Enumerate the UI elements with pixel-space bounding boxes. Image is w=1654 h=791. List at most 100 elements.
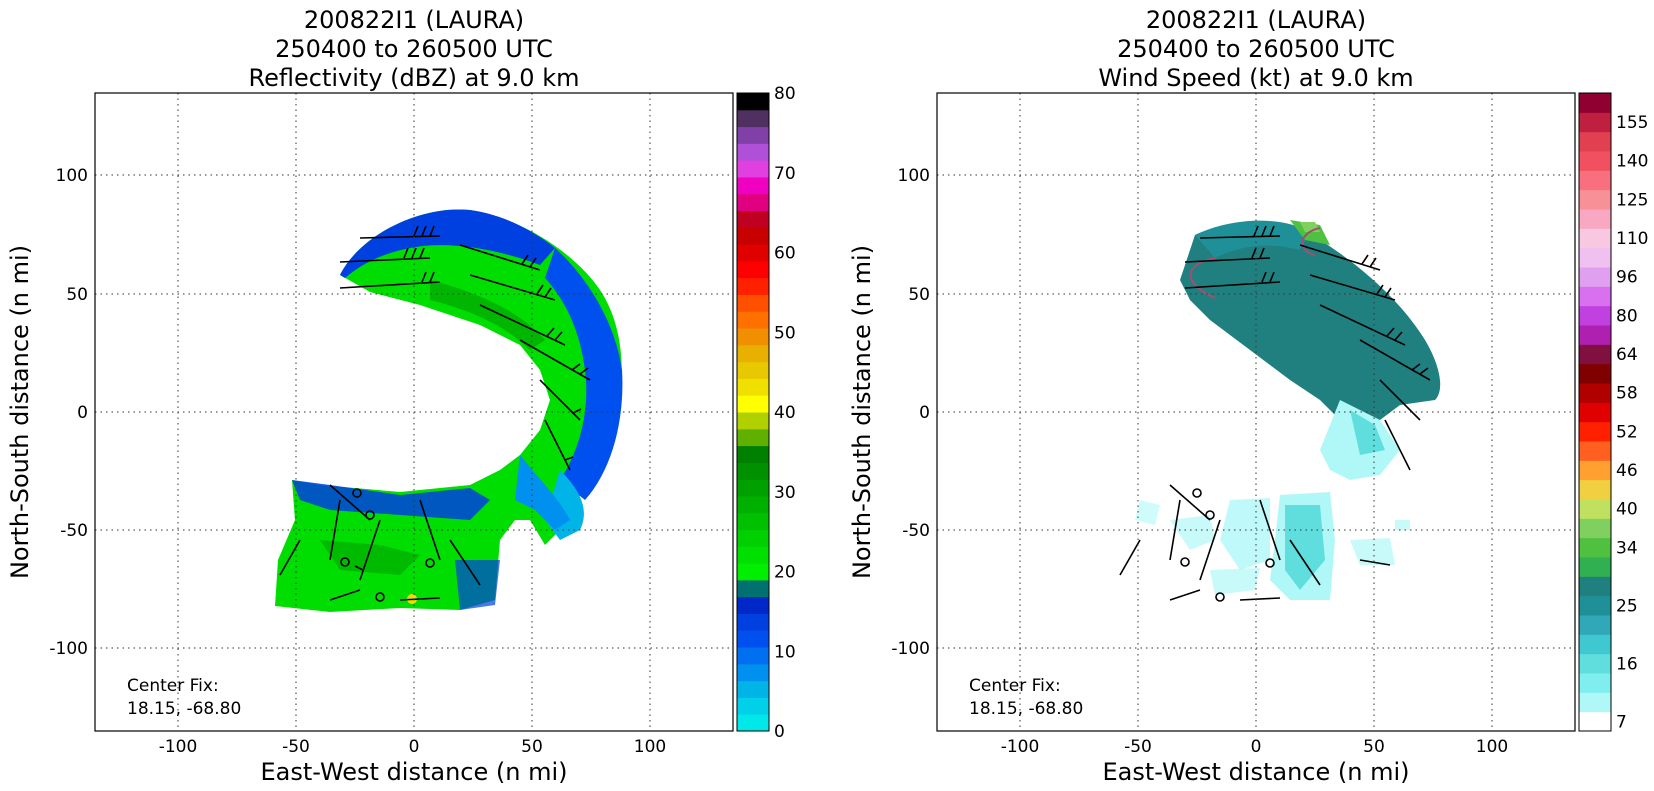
x-tick-label: -100 <box>159 737 198 757</box>
colorbar-swatch <box>737 395 769 413</box>
y-tick-label: 0 <box>77 403 88 423</box>
center-fix-value: 18.15, -68.80 <box>969 699 1083 719</box>
colorbar-swatch <box>737 596 769 614</box>
colorbar-swatch <box>737 143 769 161</box>
colorbar-swatch <box>737 176 769 195</box>
x-tick-label: 100 <box>1476 737 1508 757</box>
colorbar-swatch <box>737 227 769 245</box>
colorbar-tick-label: 0 <box>774 722 785 742</box>
colorbar-swatch <box>1579 228 1611 249</box>
colorbar-swatch <box>737 378 769 396</box>
colorbar-tick-label: 50 <box>774 323 796 343</box>
grid-lines <box>937 93 1575 731</box>
colorbar-swatch <box>1579 576 1611 597</box>
colorbar-swatch <box>1579 170 1611 191</box>
colorbar-swatch <box>1579 402 1611 423</box>
y-tick-label: 100 <box>898 166 930 186</box>
colorbar-tick-label: 155 <box>1616 113 1648 133</box>
colorbar-ticks: 7 16 25 34 40 46 52 58 64 80 96 110 125 140 155 <box>1616 113 1648 732</box>
colorbar-swatch <box>1579 421 1611 442</box>
colorbar-swatch <box>1579 112 1611 133</box>
colorbar-swatch <box>737 563 769 581</box>
colorbar-tick-label: 25 <box>1616 596 1638 616</box>
colorbar-tick-label: 40 <box>1616 500 1638 520</box>
colorbar-swatch <box>737 126 769 144</box>
chart-title-line-3: Wind Speed (kt) at 9.0 km <box>1098 64 1413 92</box>
plot-frame <box>94 92 734 732</box>
chart-title-line-2: 250400 to 260500 UTC <box>275 35 553 63</box>
colorbar-tick-label: 10 <box>774 642 796 662</box>
x-tick-label: -100 <box>1001 737 1040 757</box>
y-axis-label: North-South distance (n mi) <box>848 245 876 579</box>
plot-area <box>936 92 1576 732</box>
colorbar-swatch <box>737 210 769 228</box>
y-tick-label: -50 <box>60 521 88 541</box>
wind-speed-panel: 200822I1 (LAURA) 250400 to 260500 UTC Wi… <box>848 6 1648 786</box>
colorbar-swatches <box>737 93 769 732</box>
colorbar-swatch <box>737 109 769 128</box>
colorbar-swatch <box>737 663 769 682</box>
colorbar-tick-label: 96 <box>1616 268 1638 288</box>
colorbar-swatch <box>737 529 769 547</box>
wind-speed-colorbar: 7 16 25 34 40 46 52 58 64 80 96 110 125 140 155 <box>1578 92 1648 732</box>
colorbar-swatch <box>1579 363 1611 384</box>
reflectivity-field <box>275 209 623 612</box>
colorbar-tick-label: 34 <box>1616 538 1638 558</box>
colorbar-swatch <box>1579 286 1611 307</box>
colorbar-swatch <box>737 680 769 698</box>
colorbar-swatch <box>1579 344 1611 365</box>
reflectivity-panel: 200822I1 (LAURA) 250400 to 260500 UTC Re… <box>6 6 796 786</box>
x-tick-label: 0 <box>1251 737 1262 757</box>
reflectivity-colorbar: 0 10 20 30 40 50 60 70 80 <box>736 84 796 742</box>
y-tick-label: 50 <box>908 285 930 305</box>
colorbar-swatch <box>1579 634 1611 655</box>
colorbar-swatch <box>737 579 769 598</box>
colorbar-swatch <box>737 311 769 329</box>
colorbar-swatch <box>737 260 769 279</box>
wind-barbs <box>1119 225 1431 602</box>
colorbar-swatch <box>1579 711 1611 732</box>
colorbar-swatch <box>1579 518 1611 539</box>
colorbar-tick-label: 20 <box>774 563 796 583</box>
chart-title-line-1: 200822I1 (LAURA) <box>304 6 524 34</box>
colorbar-swatch <box>1579 441 1611 461</box>
colorbar-tick-label: 16 <box>1616 654 1638 674</box>
x-axis: -100 -50 0 50 100 East-West distance (n … <box>159 737 667 786</box>
colorbar-tick-label: 7 <box>1616 712 1627 732</box>
x-axis-label: East-West distance (n mi) <box>1102 758 1409 786</box>
colorbar-swatch <box>1579 209 1611 229</box>
colorbar-swatch <box>737 697 769 715</box>
wind-speed-field <box>1119 220 1441 602</box>
colorbar-swatch <box>1579 692 1611 713</box>
colorbar-swatch <box>1579 479 1611 500</box>
colorbar-swatch <box>737 93 769 111</box>
colorbar-swatch <box>1579 537 1611 558</box>
x-tick-label: 0 <box>409 737 420 757</box>
grid-lines <box>95 93 733 731</box>
colorbar-swatch <box>737 512 769 531</box>
colorbar-swatch <box>1579 325 1611 345</box>
colorbar-swatch <box>1579 460 1611 481</box>
colorbar-tick-label: 140 <box>1616 152 1648 172</box>
colorbar-swatch <box>737 361 769 379</box>
colorbar-swatch <box>1579 383 1611 403</box>
chart-title-line-2: 250400 to 260500 UTC <box>1117 35 1395 63</box>
colorbar-swatch <box>1579 247 1611 268</box>
colorbar-tick-label: 30 <box>774 483 796 503</box>
colorbar-tick-label: 60 <box>774 244 796 264</box>
chart-title-line-1: 200822I1 (LAURA) <box>1146 6 1366 34</box>
center-fix-label: Center Fix: <box>969 676 1061 696</box>
colorbar-swatch <box>1579 595 1611 616</box>
x-tick-label: -50 <box>282 737 310 757</box>
colorbar-tick-label: 70 <box>774 164 796 184</box>
x-axis: -100 -50 0 50 100 East-West distance (n … <box>1001 737 1509 786</box>
y-tick-label: -50 <box>902 521 930 541</box>
y-tick-label: -100 <box>49 639 88 659</box>
colorbar-swatch <box>1579 615 1611 635</box>
center-fix-value: 18.15, -68.80 <box>127 699 241 719</box>
x-tick-label: 50 <box>1363 737 1385 757</box>
colorbar-tick-label: 58 <box>1616 384 1638 404</box>
x-tick-label: -50 <box>1124 737 1152 757</box>
colorbar-swatch <box>1579 557 1611 577</box>
colorbar-swatch <box>737 462 769 480</box>
